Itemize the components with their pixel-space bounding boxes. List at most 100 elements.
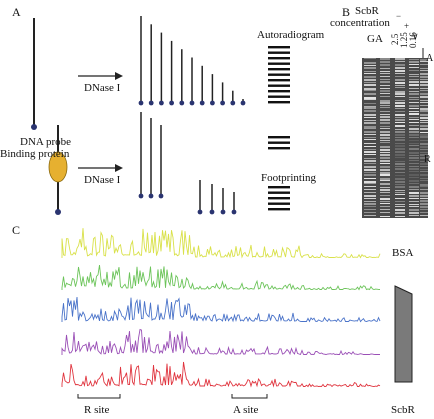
gel-band — [380, 209, 390, 211]
gel-band — [409, 121, 419, 124]
gel-band — [380, 160, 390, 162]
symbol-plus: + — [404, 21, 410, 31]
gel-lane — [420, 58, 428, 218]
panel-label-a: A — [12, 5, 21, 19]
gel-band — [364, 122, 376, 125]
label-dot — [148, 193, 154, 199]
gel-band — [409, 116, 419, 119]
gel-band — [409, 118, 419, 121]
gel-band — [380, 215, 390, 218]
gel-band — [395, 148, 405, 151]
gel-band — [364, 214, 376, 217]
gel-band — [364, 142, 376, 144]
gel-band — [395, 168, 405, 171]
dna-probe-label: DNA probe — [20, 136, 72, 148]
gel-band — [395, 186, 405, 189]
gel-band — [364, 114, 376, 116]
gel-band — [409, 90, 419, 92]
gel-band — [364, 81, 376, 84]
gel-band — [395, 128, 405, 131]
gel-band — [409, 148, 419, 151]
gel-band — [409, 131, 419, 134]
concentration-gradient-wedge — [394, 285, 413, 383]
gel-band — [380, 125, 390, 128]
gel-band — [380, 183, 390, 185]
gel-band — [395, 64, 405, 67]
gel-band — [395, 194, 405, 196]
gel-band — [380, 87, 390, 90]
gel-band — [420, 101, 428, 104]
gel-band — [420, 113, 428, 116]
gel-band — [420, 191, 428, 194]
gel-band — [409, 206, 419, 208]
gel-band — [409, 79, 419, 81]
gel-band — [395, 183, 405, 186]
gel-band — [395, 154, 405, 156]
gel-band — [364, 84, 376, 86]
gel-band — [380, 194, 390, 196]
gel-band — [409, 96, 419, 99]
panel-label-b: B — [342, 5, 351, 19]
gel-band — [409, 185, 419, 188]
gel-band — [380, 81, 390, 84]
gel-band — [364, 137, 376, 139]
gel-band — [420, 92, 428, 96]
gel-band — [395, 114, 405, 116]
gel-band — [395, 102, 405, 104]
gel-band — [364, 98, 376, 100]
gel-band — [420, 160, 428, 162]
fragment-ladder-bottom — [138, 112, 237, 215]
label-dot — [138, 193, 144, 199]
gel-band — [380, 189, 390, 192]
gel-band — [409, 200, 419, 203]
gel-band — [420, 148, 428, 151]
gel-band — [409, 84, 419, 86]
autoradiogram-label: Autoradiogram — [257, 29, 325, 41]
gel-band — [364, 93, 376, 96]
gel-band — [420, 131, 428, 133]
gel-band — [420, 179, 428, 182]
gel-band — [420, 185, 428, 187]
gel-band — [409, 209, 419, 211]
gel-band — [364, 185, 376, 187]
band — [268, 84, 290, 87]
label-dot — [240, 100, 246, 106]
band — [268, 197, 290, 200]
gel-band — [395, 145, 405, 147]
gel-band — [420, 168, 428, 171]
concentration-title: concentration — [330, 17, 390, 29]
gel-band — [395, 90, 405, 93]
gel-band — [380, 84, 390, 86]
gel-band — [409, 134, 419, 136]
gel-band — [409, 154, 419, 156]
gel-band — [409, 140, 419, 142]
gel-band — [364, 105, 376, 107]
gel-band — [395, 142, 405, 144]
band — [268, 79, 290, 82]
gel-band — [420, 163, 428, 166]
gel-band — [364, 64, 376, 66]
gel-band — [395, 211, 405, 214]
gel-band — [380, 151, 390, 153]
label-dot — [189, 100, 195, 106]
electropherogram-traces — [61, 228, 381, 388]
gel-band — [380, 70, 390, 73]
gel-band — [380, 127, 390, 129]
band — [268, 46, 290, 49]
band — [268, 90, 290, 93]
gel-band — [420, 104, 428, 107]
gel-band — [420, 151, 428, 153]
gel-band — [409, 174, 419, 176]
trace-line — [61, 296, 381, 323]
gel-band — [409, 107, 419, 109]
gel-band — [395, 180, 405, 183]
a-site-label: A site — [233, 404, 259, 416]
gel-band — [364, 200, 376, 202]
gel-band — [409, 136, 419, 139]
gel-band — [364, 131, 376, 133]
gel-band — [395, 72, 405, 75]
gel-band — [380, 168, 390, 171]
label-dot — [158, 193, 164, 199]
arrow-bottom — [78, 164, 123, 172]
trace-line — [61, 328, 381, 356]
